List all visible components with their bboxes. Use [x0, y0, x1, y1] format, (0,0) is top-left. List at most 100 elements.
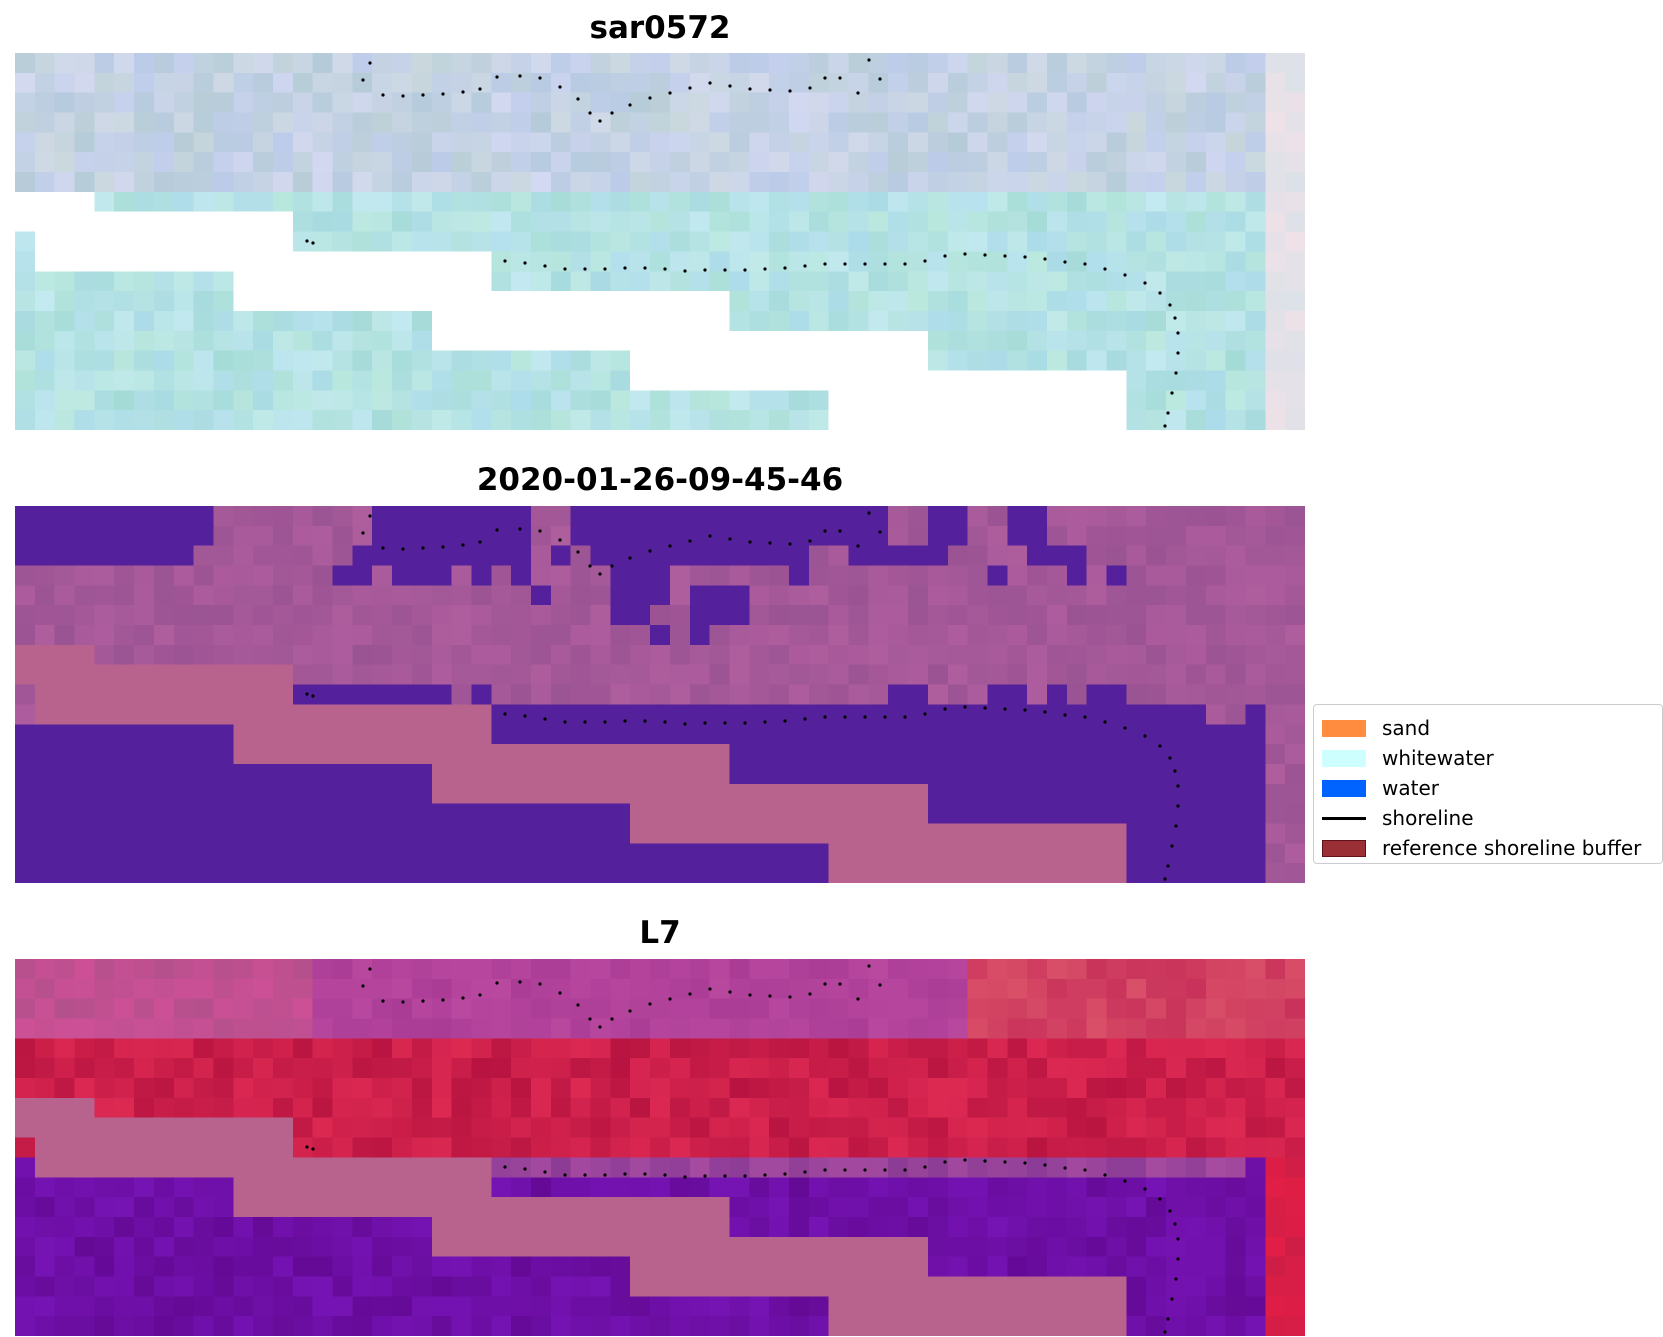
shoreline-point [1163, 1330, 1167, 1334]
shoreline-point [538, 529, 542, 533]
shoreline-point [583, 267, 587, 271]
shoreline-point [728, 537, 732, 541]
shoreline-point [603, 1173, 607, 1177]
shoreline-point [563, 720, 567, 724]
shoreline-point [628, 103, 632, 107]
shoreline-point [803, 264, 807, 268]
shoreline-point [558, 85, 562, 89]
shoreline-point [663, 267, 667, 271]
shoreline-point [1176, 1237, 1180, 1241]
shoreline-point [1083, 262, 1087, 266]
shoreline-point [763, 1173, 767, 1177]
shoreline-point [1168, 1209, 1172, 1213]
sar-raster [15, 53, 1305, 430]
shoreline-point [1043, 710, 1047, 714]
title-panel-3: L7 [639, 915, 681, 951]
title-panel-1: sar0572 [589, 10, 731, 46]
shoreline-point [1158, 291, 1162, 295]
shoreline-point [368, 514, 372, 518]
shoreline-point [381, 999, 385, 1003]
shoreline-point [663, 1173, 667, 1177]
shoreline-point [628, 1009, 632, 1013]
shoreline-line-swatch [1322, 816, 1366, 820]
shoreline-point [943, 254, 947, 258]
shoreline-point [803, 717, 807, 721]
shoreline-point [703, 721, 707, 725]
shoreline-point [478, 540, 482, 544]
shoreline-point [748, 993, 752, 997]
shoreline-point [783, 719, 787, 723]
shoreline-point [883, 262, 887, 266]
sand-swatch [1322, 719, 1366, 737]
shoreline-point [856, 997, 860, 1001]
classified-raster [15, 506, 1305, 883]
water-swatch [1322, 779, 1366, 797]
shoreline-point [1023, 1161, 1027, 1165]
shoreline-point [518, 527, 522, 531]
shoreline-point [381, 546, 385, 550]
shoreline-point [1176, 804, 1180, 808]
shoreline-point [583, 1173, 587, 1177]
shoreline-point [648, 96, 652, 100]
image-panel-l7 [15, 959, 1305, 1336]
shoreline-point [588, 564, 592, 568]
shoreline-point [743, 1174, 747, 1178]
shoreline-point [1166, 411, 1170, 415]
shoreline-point [563, 267, 567, 271]
shoreline-point [588, 1017, 592, 1021]
shoreline-overlay-3 [305, 964, 1180, 1334]
shoreline-point [743, 268, 747, 272]
shoreline-point [543, 717, 547, 721]
shoreline-point [808, 86, 812, 90]
shoreline-point [963, 252, 967, 256]
shoreline-point [1103, 720, 1107, 724]
shoreline-point [723, 1174, 727, 1178]
shoreline-overlay-2 [305, 511, 1180, 881]
whitewater-swatch [1322, 749, 1366, 767]
shoreline-point [863, 262, 867, 266]
shoreline-point [867, 964, 871, 968]
shoreline-point [461, 543, 465, 547]
shoreline-point [610, 111, 614, 115]
shoreline-point [878, 530, 882, 534]
shoreline-point [441, 92, 445, 96]
shoreline-point [421, 93, 425, 97]
shoreline-point [1163, 877, 1167, 881]
shoreline-point [311, 241, 315, 245]
shoreline-point [1063, 713, 1067, 717]
shoreline-point [663, 720, 667, 724]
legend: sand whitewater water shoreline referenc… [1313, 704, 1663, 864]
shoreline-point [1003, 254, 1007, 258]
shoreline-point [610, 564, 614, 568]
shoreline-point [1103, 267, 1107, 271]
shoreline-point [723, 268, 727, 272]
shoreline-point [1174, 371, 1178, 375]
shoreline-point [863, 1168, 867, 1172]
shoreline-point [1170, 391, 1174, 395]
shoreline-point [643, 266, 647, 270]
shoreline-point [576, 97, 580, 101]
shoreline-point [583, 720, 587, 724]
shoreline-point [648, 549, 652, 553]
shoreline-point [421, 999, 425, 1003]
shoreline-point [441, 545, 445, 549]
shoreline-point [421, 546, 425, 550]
shoreline-point [838, 529, 842, 533]
shoreline-point [883, 1168, 887, 1172]
shoreline-point [768, 88, 772, 92]
shoreline-point [623, 1172, 627, 1176]
shoreline-point [598, 572, 602, 576]
shoreline-point [668, 544, 672, 548]
shoreline-point [728, 84, 732, 88]
shoreline-point [703, 268, 707, 272]
shoreline-point [643, 1172, 647, 1176]
shoreline-point [576, 1003, 580, 1007]
legend-label-sand: sand [1382, 716, 1431, 740]
shoreline-point [503, 712, 507, 716]
shoreline-point [478, 87, 482, 91]
shoreline-point [788, 542, 792, 546]
shoreline-point [1176, 1257, 1180, 1261]
shoreline-point [923, 712, 927, 716]
shoreline-point [883, 715, 887, 719]
shoreline-point [401, 1000, 405, 1004]
